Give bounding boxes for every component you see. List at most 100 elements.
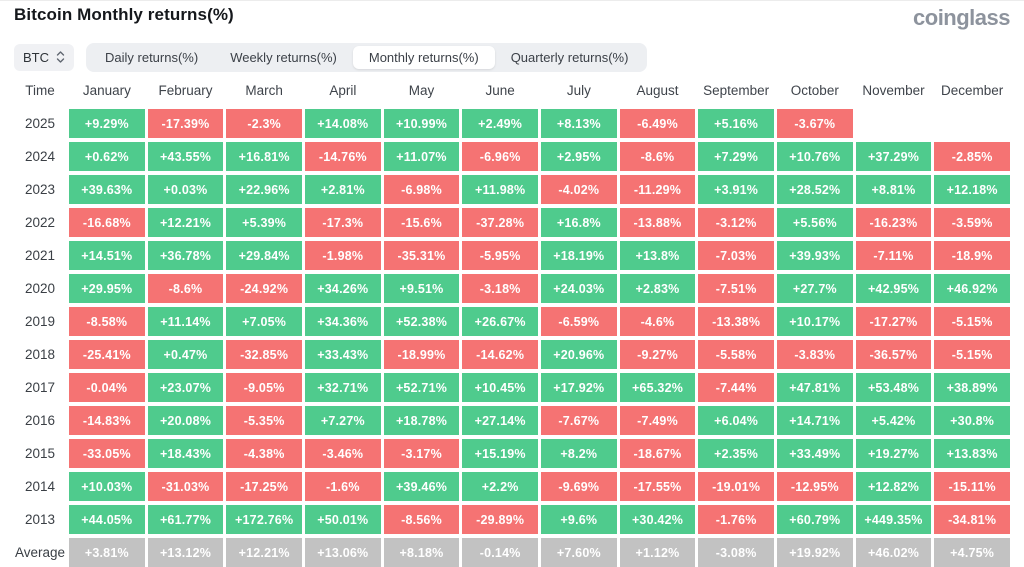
return-cell: +11.07% bbox=[383, 142, 460, 171]
column-header-month: December bbox=[941, 82, 1004, 98]
return-cell: -11.29% bbox=[619, 175, 696, 204]
tab-monthly-returns[interactable]: Monthly returns(%) bbox=[352, 45, 495, 69]
return-cell: -16.68% bbox=[69, 208, 145, 237]
return-cell: +1.12% bbox=[619, 538, 696, 567]
return-cell: -1.76% bbox=[698, 505, 774, 534]
return-cell: +32.71% bbox=[304, 373, 381, 402]
return-cell: +30.8% bbox=[934, 406, 1010, 435]
return-cell: -5.35% bbox=[226, 406, 302, 435]
return-cell: +13.8% bbox=[619, 241, 696, 270]
return-cell: -18.99% bbox=[383, 340, 460, 369]
return-cell: +16.8% bbox=[540, 208, 617, 237]
return-cell: +6.04% bbox=[698, 406, 774, 435]
return-cell: +34.26% bbox=[304, 274, 381, 303]
return-cell: +46.02% bbox=[855, 538, 932, 567]
return-cell: +50.01% bbox=[304, 505, 381, 534]
return-cell: -3.59% bbox=[934, 208, 1010, 237]
return-cell: +7.05% bbox=[226, 307, 302, 336]
column-header-month: March bbox=[245, 82, 283, 98]
return-cell: +8.2% bbox=[540, 439, 617, 468]
return-cell: -33.05% bbox=[69, 439, 145, 468]
return-cell: +61.77% bbox=[147, 505, 224, 534]
column-header-month: August bbox=[636, 82, 679, 98]
return-cell: +13.12% bbox=[147, 538, 224, 567]
return-cell: +36.78% bbox=[147, 241, 224, 270]
return-cell: +10.76% bbox=[776, 142, 853, 171]
return-cell: -15.11% bbox=[934, 472, 1010, 501]
return-cell: -7.49% bbox=[619, 406, 696, 435]
return-cell: -29.89% bbox=[462, 505, 538, 534]
return-cell: -7.03% bbox=[698, 241, 774, 270]
table-row: 2018 -25.41% +0.47% -32.85% +33.43% -18.99% -1… bbox=[14, 340, 1010, 369]
return-cell: +2.81% bbox=[304, 175, 381, 204]
row-label: 2021 bbox=[24, 248, 56, 263]
table-row: 2015 -33.05% +18.43% -4.38% -3.46% -3.17% +15.… bbox=[14, 439, 1010, 468]
return-cell: -0.14% bbox=[462, 538, 538, 567]
return-cell: +8.13% bbox=[540, 109, 617, 138]
return-cell: -5.95% bbox=[462, 241, 538, 270]
return-cell: -35.31% bbox=[383, 241, 460, 270]
return-cell: +29.95% bbox=[69, 274, 145, 303]
returns-tab-group: Daily returns(%) Weekly returns(%) Monthly… bbox=[86, 42, 648, 72]
return-cell: -7.67% bbox=[540, 406, 617, 435]
toolbar: BTC Daily returns(%) Weekly returns(%) Mon… bbox=[14, 42, 1010, 72]
return-cell: -9.69% bbox=[540, 472, 617, 501]
return-cell: +27.7% bbox=[776, 274, 853, 303]
return-cell: +172.76% bbox=[226, 505, 302, 534]
return-cell: +8.18% bbox=[383, 538, 460, 567]
return-cell: +23.07% bbox=[147, 373, 224, 402]
return-cell: +39.63% bbox=[69, 175, 145, 204]
return-cell: +2.49% bbox=[462, 109, 538, 138]
return-cell: +34.36% bbox=[304, 307, 381, 336]
return-cell: -17.3% bbox=[304, 208, 381, 237]
return-cell: +44.05% bbox=[69, 505, 145, 534]
row-label: 2018 bbox=[24, 347, 56, 362]
return-cell: -16.23% bbox=[855, 208, 932, 237]
tab-weekly-returns[interactable]: Weekly returns(%) bbox=[214, 46, 353, 69]
return-cell: +14.51% bbox=[69, 241, 145, 270]
coinglass-logo: coinglass bbox=[913, 5, 1010, 30]
return-cell: +47.81% bbox=[776, 373, 853, 402]
return-cell: +14.08% bbox=[304, 109, 381, 138]
return-cell: +17.92% bbox=[540, 373, 617, 402]
return-cell: -18.67% bbox=[619, 439, 696, 468]
return-cell: +20.08% bbox=[147, 406, 224, 435]
return-cell: -3.08% bbox=[698, 538, 774, 567]
return-cell: +27.14% bbox=[462, 406, 538, 435]
return-cell: -24.92% bbox=[226, 274, 302, 303]
return-cell: +12.21% bbox=[147, 208, 224, 237]
return-cell: +7.60% bbox=[540, 538, 617, 567]
table-row: 2024 +0.62% +43.55% +16.81% -14.76% +11.07% -6… bbox=[14, 142, 1010, 171]
return-cell: +65.32% bbox=[619, 373, 696, 402]
return-cell: +18.19% bbox=[540, 241, 617, 270]
row-label: 2024 bbox=[24, 149, 56, 164]
return-cell: -8.6% bbox=[619, 142, 696, 171]
return-cell: -4.6% bbox=[619, 307, 696, 336]
returns-table: Time January February March April May June July… bbox=[14, 80, 1010, 567]
column-header-month: July bbox=[566, 82, 591, 98]
return-cell: +5.42% bbox=[855, 406, 932, 435]
return-cell: -3.12% bbox=[698, 208, 774, 237]
column-header-month: May bbox=[408, 82, 435, 98]
row-label: 2017 bbox=[24, 380, 56, 395]
return-cell: -4.38% bbox=[226, 439, 302, 468]
return-cell: +42.95% bbox=[855, 274, 932, 303]
return-cell: -6.59% bbox=[540, 307, 617, 336]
return-cell: +20.96% bbox=[540, 340, 617, 369]
return-cell: -6.96% bbox=[462, 142, 538, 171]
return-cell: +33.43% bbox=[304, 340, 381, 369]
return-cell: -37.28% bbox=[462, 208, 538, 237]
coin-selector-dropdown[interactable]: BTC bbox=[14, 43, 74, 71]
table-row: 2017 -0.04% +23.07% -9.05% +32.71% +52.71% +10… bbox=[14, 373, 1010, 402]
return-cell: -6.98% bbox=[383, 175, 460, 204]
tab-quarterly-returns[interactable]: Quarterly returns(%) bbox=[495, 46, 645, 69]
return-cell: +18.78% bbox=[383, 406, 460, 435]
column-header-month: February bbox=[158, 82, 213, 98]
return-cell: -7.51% bbox=[698, 274, 774, 303]
return-cell: -8.56% bbox=[383, 505, 460, 534]
table-row: 2019 -8.58% +11.14% +7.05% +34.36% +52.38% +26… bbox=[14, 307, 1010, 336]
return-cell: -32.85% bbox=[226, 340, 302, 369]
return-cell: -12.95% bbox=[776, 472, 853, 501]
tab-daily-returns[interactable]: Daily returns(%) bbox=[89, 46, 214, 69]
